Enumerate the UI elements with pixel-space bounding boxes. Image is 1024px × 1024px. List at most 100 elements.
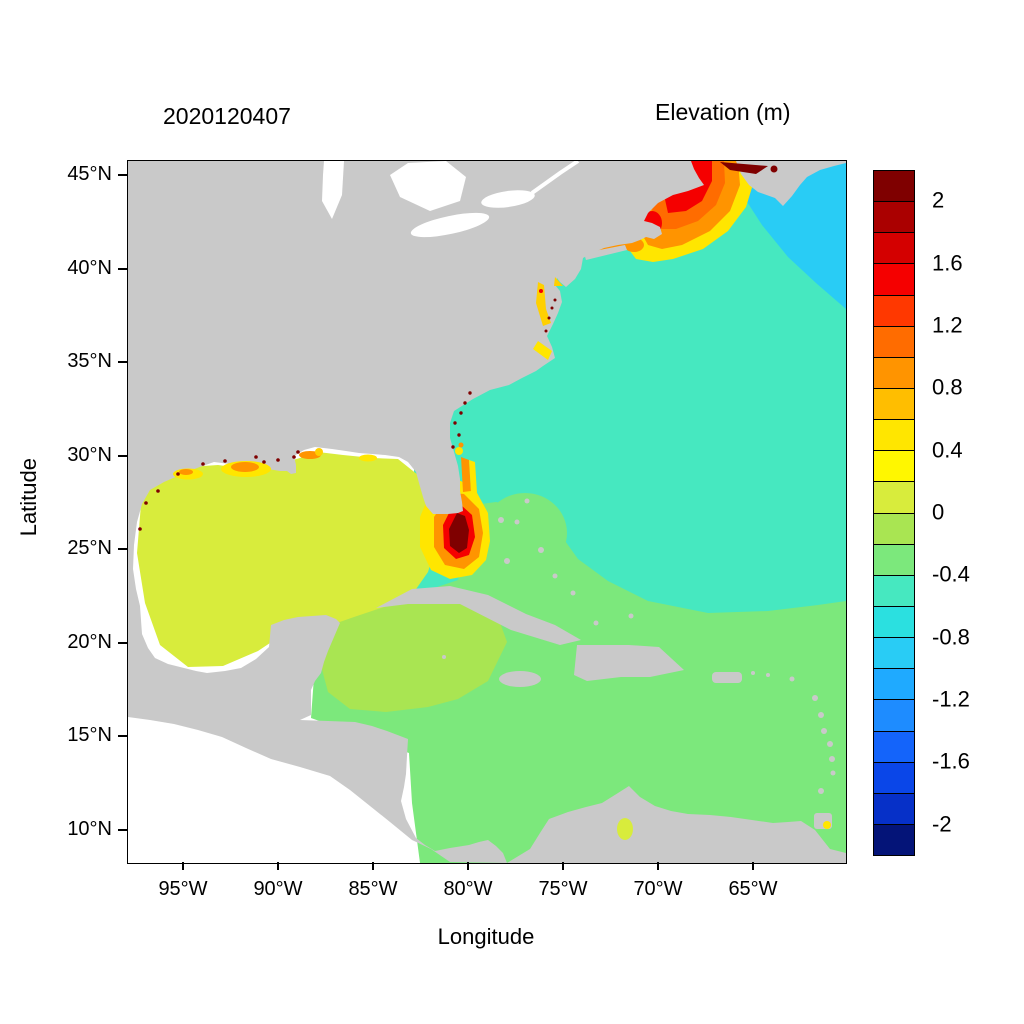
land-north-america (128, 161, 704, 863)
x-tick-mark (752, 862, 754, 870)
x-axis-label: Longitude (437, 924, 535, 949)
region-gulf-of-mexico (137, 452, 437, 667)
colorbar-cell (874, 420, 914, 452)
y-tick-label: 25°N (67, 537, 112, 559)
hotspot-minas-basin-dark-red (770, 165, 778, 173)
x-tick-label: 90°W (253, 878, 303, 900)
florida-north-orange-spot (458, 442, 464, 448)
y-tick-label: 15°N (67, 724, 112, 746)
x-tick-label: 65°W (728, 878, 778, 900)
florida-coast-strip-yellow (469, 460, 477, 493)
land-hispaniola (574, 645, 684, 681)
land-puerto-rico (712, 672, 742, 683)
colorbar-labels: 2 1.6 1.2 0.8 0.4 0 -0.4 -0.8 -1.2 -1.6 -2 (932, 170, 1012, 856)
colorbar-tick-label: 0.4 (932, 437, 963, 463)
colorbar-cell (874, 233, 914, 265)
map-svg (128, 161, 846, 863)
y-tick-mark (118, 267, 127, 270)
y-tick-label: 40°N (67, 256, 112, 279)
region-bahama-banks-green (483, 493, 567, 573)
colorbar-tick-label: -1.6 (932, 748, 970, 774)
land-jamaica (499, 671, 541, 687)
y-tick-mark (118, 735, 127, 737)
colorbar-cell (874, 388, 914, 421)
region-chesapeake-bay (536, 282, 551, 326)
chesapeake-red-spot (539, 289, 543, 293)
southeast-coast-dark-red-specks (451, 298, 557, 449)
gulf-coast-patches (173, 448, 377, 480)
plot-title-date: 2020120407 (163, 103, 291, 129)
y-axis-label: Latitude (16, 458, 41, 537)
land-south-america (507, 786, 846, 863)
st-lawrence-river (530, 161, 580, 195)
colorbar-cell (874, 171, 914, 203)
lake-michigan (322, 161, 344, 219)
colorbar-cell (874, 295, 914, 327)
colorbar-cell (874, 202, 914, 234)
lake-huron (390, 161, 466, 211)
land-nova-scotia (736, 161, 846, 206)
y-tick-label: 45°N (67, 163, 112, 185)
colorbar-cell (874, 700, 914, 732)
hotspot-south-florida-dark-red (449, 513, 469, 553)
y-tick-mark (118, 361, 127, 363)
colorbar-title: Elevation (m) (655, 99, 791, 125)
y-tick-mark (118, 828, 127, 831)
x-tick-mark (372, 862, 374, 870)
land-bahamas-islands (498, 498, 634, 626)
colorbar-tick-label: -0.8 (932, 624, 970, 650)
lake-ontario (481, 190, 535, 208)
colorbar-cell (874, 482, 914, 514)
colorbar-cell (874, 264, 914, 296)
region-nw-caribbean (319, 598, 507, 712)
gulf-coast-dark-red-specks (138, 450, 300, 531)
colorbar-cell (874, 824, 914, 856)
colorbar-cell (874, 731, 914, 763)
colorbar-tick-label: 0 (932, 499, 945, 525)
x-tick-mark (562, 862, 564, 870)
lake-maracaibo (617, 818, 633, 840)
y-tick-label: 30°N (67, 443, 112, 466)
x-tick-label: 85°W (348, 878, 398, 900)
colorbar-tick-label: 0.8 (932, 374, 963, 400)
region-scotian-shelf-cyan (724, 161, 846, 309)
colorbar-cell (874, 575, 914, 607)
x-tick-label: 95°W (158, 878, 208, 900)
colorbar-cell (874, 669, 914, 701)
y-tick-label: 20°N (67, 630, 112, 653)
hotspot-bay-of-fundy-dark-red (720, 162, 768, 174)
colorbar-cell (874, 638, 914, 670)
y-tick-label: 35°N (67, 350, 112, 372)
x-tick-mark (277, 862, 279, 870)
y-tick-mark (118, 454, 127, 457)
x-tick-label: 80°W (443, 878, 493, 900)
colorbar-cell (874, 606, 914, 639)
gulf-of-paria-yellow-spot (823, 821, 831, 829)
colorbar-cell (874, 762, 914, 794)
lake-erie (410, 212, 490, 238)
colorbar-tick-label: -2 (932, 811, 952, 837)
colorbar-tick-label: 1.6 (932, 250, 963, 276)
y-tick-label: 10°N (67, 817, 112, 840)
x-tick-mark (182, 862, 184, 870)
region-delaware-bay (554, 277, 563, 286)
land-lesser-antilles (751, 671, 836, 794)
land-cuba (376, 586, 581, 645)
colorbar-tick-label: 2 (932, 187, 945, 213)
florida-coast-strip-orange (461, 457, 471, 492)
colorbar-cell (874, 513, 914, 545)
colorbar-tick-label: -1.2 (932, 686, 970, 712)
colorbar-cell (874, 793, 914, 825)
colorbar-tick-label: -0.4 (932, 561, 970, 587)
x-tick-label: 70°W (633, 878, 683, 900)
colorbar-tick-label: 1.2 (932, 312, 963, 338)
colorbar (873, 170, 915, 856)
y-tick-mark (118, 174, 127, 176)
colorbar-cell (874, 544, 914, 576)
colorbar-cell (874, 357, 914, 389)
x-tick-label: 75°W (538, 878, 588, 900)
y-tick-mark (118, 548, 127, 550)
region-pamlico-sound (533, 341, 552, 360)
map-plot-area (127, 160, 847, 864)
